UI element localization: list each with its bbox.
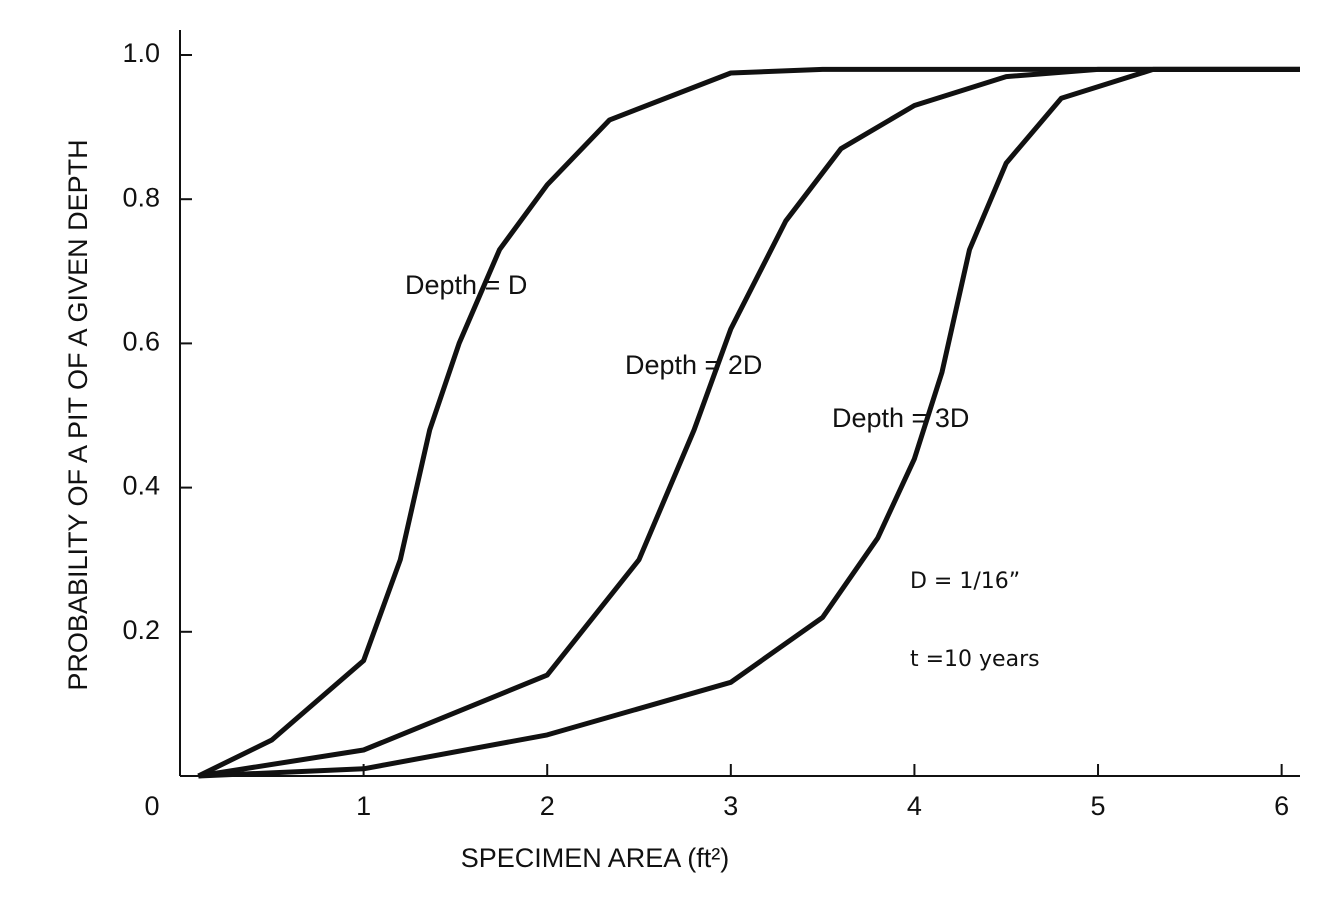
series-label: Depth = 3D [832, 403, 969, 433]
x-tick-label: 4 [907, 791, 922, 821]
annotation: t =10 years [910, 647, 1040, 672]
y-axis-title: PROBABILITY OF A PIT OF A GIVEN DEPTH [63, 139, 93, 690]
line [198, 66, 1300, 779]
y-tick-label: 0.4 [122, 471, 160, 501]
series-label: Depth = D [405, 270, 527, 300]
y-tick-label: 1.0 [122, 38, 160, 68]
x-tick-label: 5 [1091, 791, 1106, 821]
y-tick-label: 0.6 [122, 327, 160, 357]
series-label: Depth = 2D [625, 350, 762, 380]
x-axis-title: SPECIMEN AREA (ft²) [461, 843, 730, 873]
x-tick-label: 2 [540, 791, 555, 821]
line [198, 66, 1300, 779]
line [197, 66, 1300, 779]
x-tick-label: 0 [144, 791, 159, 821]
annotation: D = 1/16” [910, 569, 1020, 594]
x-tick-label: 1 [356, 791, 371, 821]
x-tick-label: 6 [1274, 791, 1289, 821]
y-tick-label: 0.2 [122, 615, 160, 645]
y-tick-label: 0.8 [122, 182, 160, 212]
x-tick-label: 3 [723, 791, 738, 821]
